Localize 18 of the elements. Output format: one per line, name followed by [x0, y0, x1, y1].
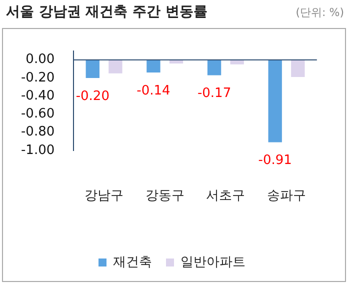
x-tick-label: 강동구 [145, 188, 184, 204]
y-tick-label: -0.40 [20, 88, 55, 104]
y-tick-label: -0.80 [20, 124, 55, 140]
chart-subtitle: (단위: %) [296, 5, 344, 20]
chart-title: 서울 강남권 재건축 주간 변동률 [6, 3, 208, 21]
x-tick-label: 송파구 [267, 188, 306, 204]
data-label: -0.91 [258, 153, 292, 168]
x-tick-label: 강남구 [84, 188, 124, 204]
data-label: -0.14 [136, 83, 170, 98]
legend-label: 일반아파트 [180, 254, 246, 270]
data-label: -0.20 [76, 88, 110, 104]
y-tick-label: 0.00 [26, 52, 55, 68]
data-label: -0.17 [197, 86, 232, 102]
y-tick-label: -0.60 [20, 106, 55, 122]
legend-label: 재건축 [113, 254, 152, 270]
y-tick-label: -0.20 [20, 70, 55, 86]
x-tick-label: 서초구 [206, 188, 246, 204]
y-tick-label: -1.00 [20, 142, 55, 158]
